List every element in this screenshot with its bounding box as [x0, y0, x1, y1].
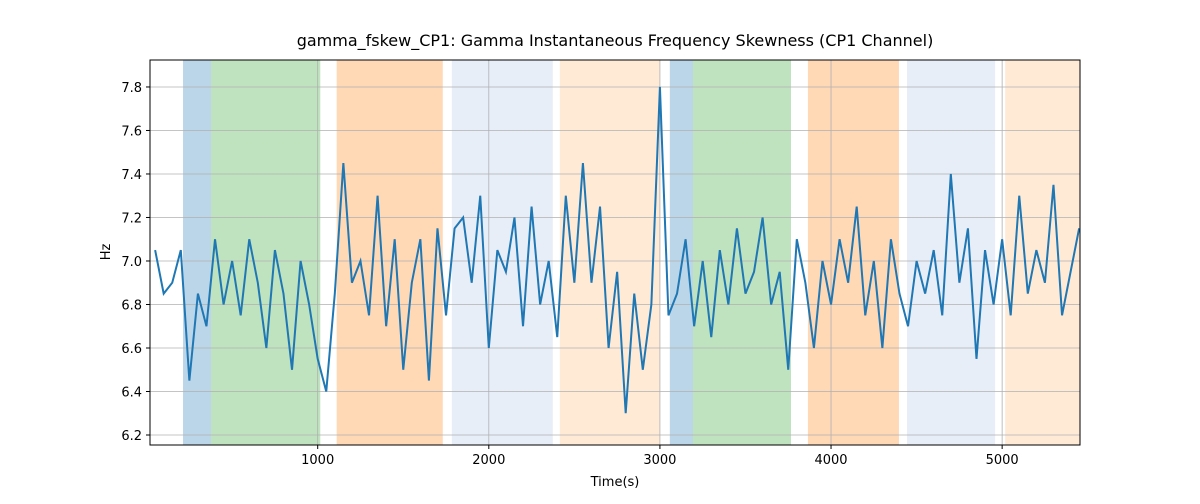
x-tick-label: 1000 [301, 453, 334, 468]
y-tick-label: 7.0 [121, 255, 142, 270]
y-tick-label: 7.8 [121, 81, 142, 96]
x-tick-label: 2000 [472, 453, 505, 468]
x-axis-label: Time(s) [590, 475, 640, 490]
y-tick-label: 6.2 [121, 429, 142, 444]
data-line [154, 86, 1081, 414]
x-tick-label: 5000 [986, 453, 1019, 468]
x-tick-label: 3000 [643, 453, 676, 468]
shaded-span [669, 60, 693, 445]
shaded-span [692, 60, 791, 445]
y-tick-label: 6.8 [121, 298, 142, 313]
shaded-span [336, 60, 443, 445]
shaded-span [559, 60, 660, 445]
shaded-span [183, 60, 212, 445]
x-tick-label: 4000 [814, 453, 847, 468]
shaded-span [907, 60, 996, 445]
y-tick-label: 7.4 [121, 168, 142, 183]
y-tick-label: 7.6 [121, 124, 142, 139]
y-tick-label: 6.6 [121, 342, 142, 357]
y-axis-label: Hz [99, 244, 114, 261]
shaded-span [1005, 60, 1080, 445]
plot-frame [149, 59, 1081, 446]
shaded-span [807, 60, 899, 445]
y-tick-label: 6.4 [121, 385, 142, 400]
y-tick-label: 7.2 [121, 211, 142, 226]
shaded-span [211, 60, 321, 445]
chart-title: gamma_fskew_CP1: Gamma Instantaneous Fre… [297, 31, 934, 51]
